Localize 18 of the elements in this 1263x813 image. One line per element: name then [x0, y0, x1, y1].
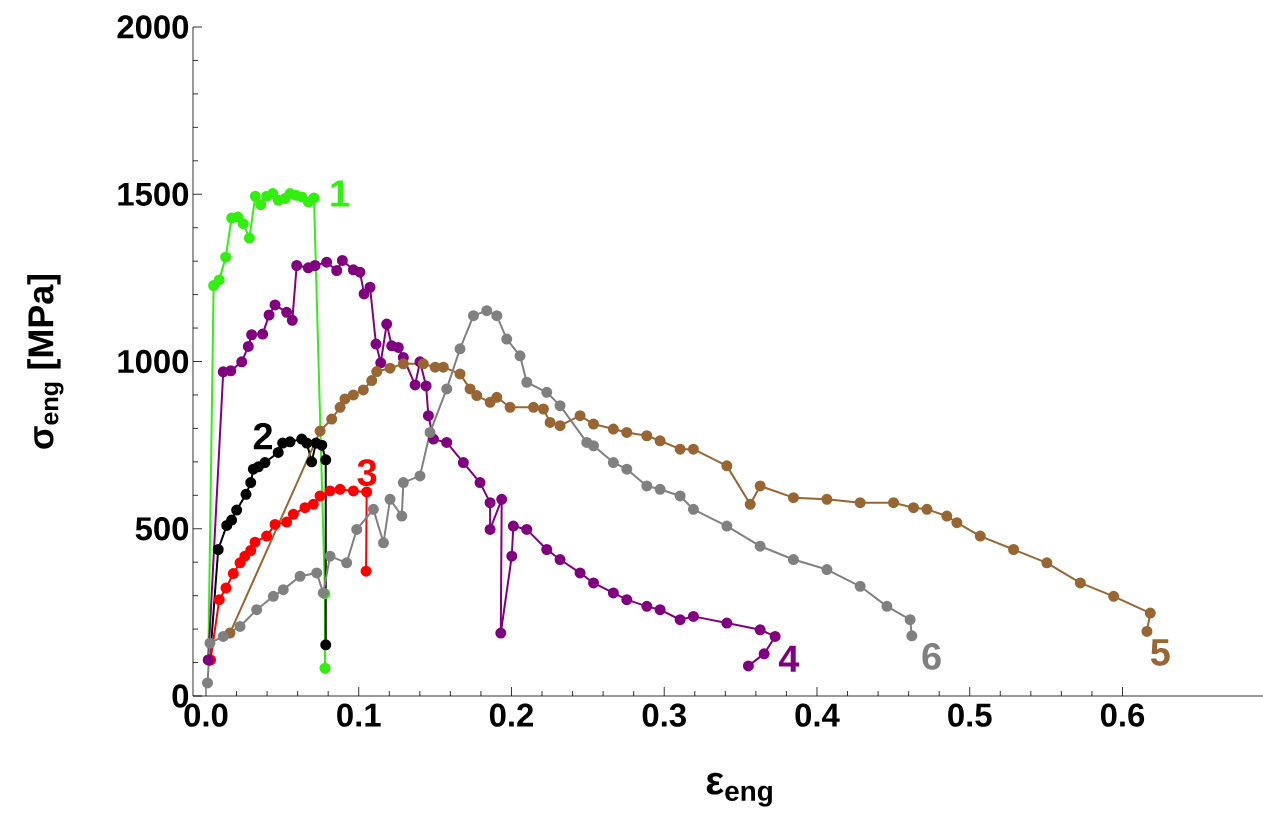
y-tick-label: 1000 [118, 349, 189, 374]
series-label: 1 [331, 180, 349, 207]
x-axis-title: ε$_{eng}$ [706, 772, 772, 807]
series-label: 3 [357, 459, 377, 487]
y-tick-label: 2000 [117, 15, 189, 39]
series-label: 4 [778, 645, 800, 672]
series-label: 5 [1150, 639, 1170, 666]
y-tick-label: 500 [135, 517, 189, 541]
x-tick-label: 0.3 [642, 703, 686, 727]
x-tick-label: 0.2 [489, 703, 534, 727]
x-tick-label: 0.5 [948, 703, 992, 727]
x-tick-label: 0.6 [1100, 703, 1145, 727]
x-tick-label: 0.1 [337, 703, 381, 727]
y-axis-title: σ$_{eng}$ [MPa] [27, 274, 64, 449]
series-label: 6 [922, 642, 941, 670]
series-label: 2 [253, 422, 273, 450]
y-tick-label: 1500 [118, 182, 189, 206]
x-tick-label: 0.4 [795, 703, 840, 727]
